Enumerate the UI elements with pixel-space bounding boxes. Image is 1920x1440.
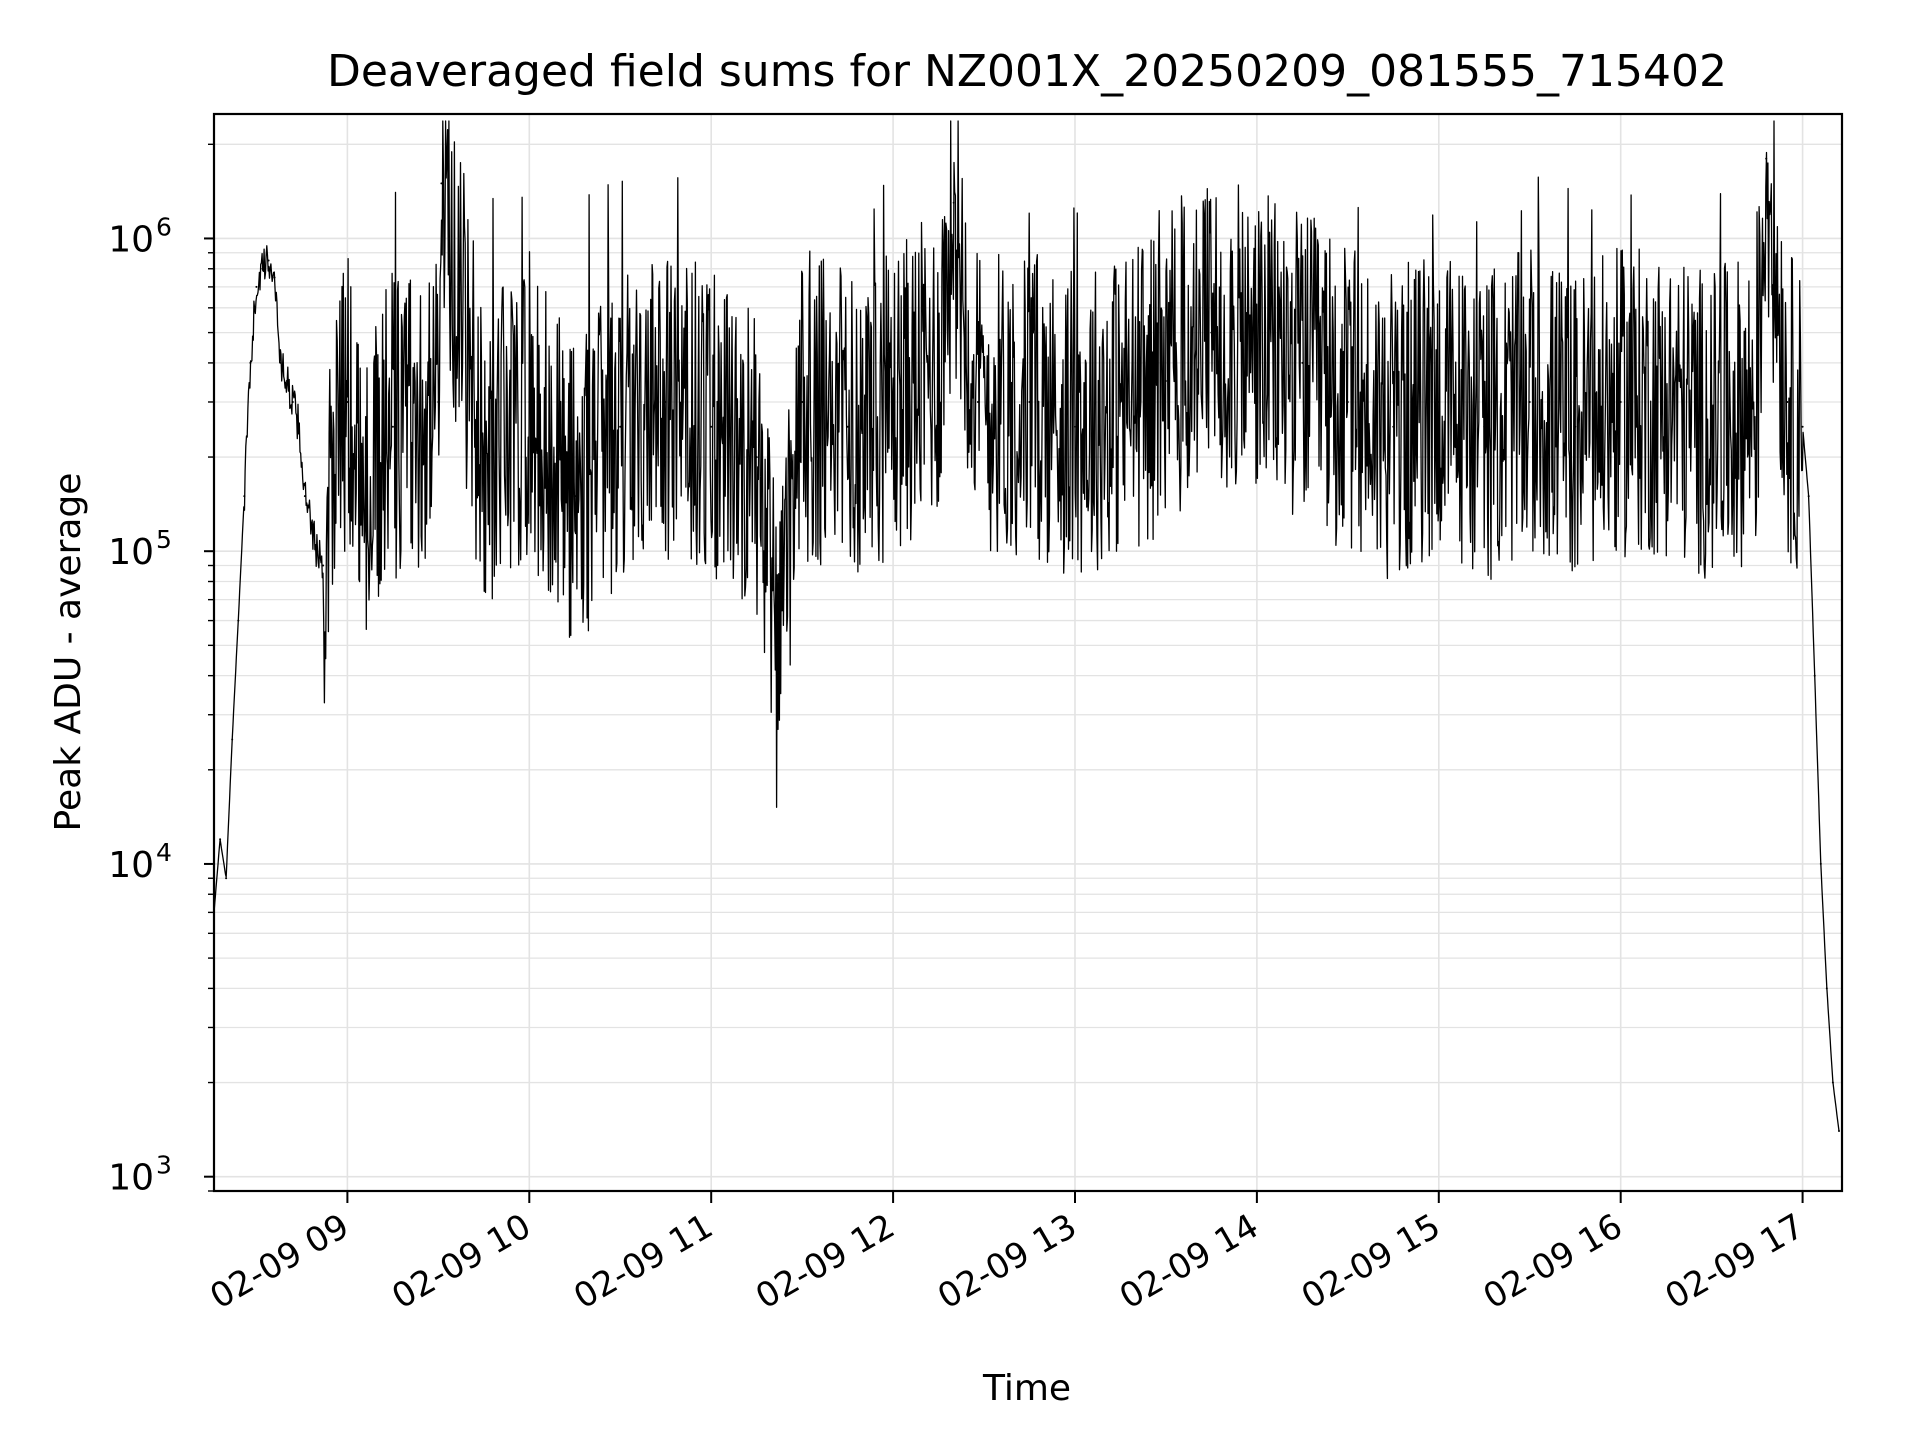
data-point: [255, 285, 258, 288]
data-point: [573, 495, 576, 498]
data-point: [1437, 401, 1440, 403]
data-point: [1807, 495, 1810, 498]
data-point: [776, 674, 779, 677]
data-point: [892, 401, 895, 403]
data-point: [528, 401, 531, 403]
data-point: [1392, 425, 1395, 428]
data-point: [664, 401, 667, 403]
data-point: [1210, 331, 1213, 334]
y-tick-exponent: 6: [156, 212, 172, 241]
data-point: [279, 361, 282, 364]
data-point: [1819, 862, 1822, 865]
data-point: [1825, 987, 1828, 990]
data-point: [1801, 425, 1804, 428]
data-point: [437, 401, 440, 403]
y-tick-label: 10: [108, 219, 154, 260]
data-point: [1528, 401, 1531, 403]
data-point: [1028, 401, 1031, 403]
series-line: [213, 120, 1840, 1132]
data-point: [1838, 1130, 1840, 1132]
data-point: [952, 201, 955, 204]
data-point: [440, 182, 443, 185]
data-point: [482, 456, 485, 459]
data-point: [316, 550, 319, 553]
data-point: [1483, 425, 1486, 428]
data-point: [1619, 401, 1622, 403]
data-point: [273, 276, 276, 279]
data-point: [1164, 380, 1167, 382]
data-point: [303, 495, 306, 498]
series-layer: [213, 120, 1840, 1132]
data-point: [361, 495, 364, 498]
data-point: [391, 425, 394, 428]
data-point: [310, 525, 312, 528]
data-point: [846, 425, 849, 428]
plot-frame: [212, 112, 1844, 1193]
data-point: [1574, 425, 1577, 428]
data-point: [231, 738, 234, 741]
data-point: [322, 564, 325, 567]
data-point: [285, 380, 288, 382]
data-point: [1831, 1081, 1834, 1084]
data-point: [1255, 345, 1258, 348]
y-axis-label: Peak ADU - average: [48, 473, 89, 832]
data-point: [243, 495, 246, 498]
data-point: [1074, 425, 1076, 428]
y-tick-exponent: 4: [156, 838, 172, 867]
y-tick-exponent: 3: [156, 1151, 172, 1180]
y-tick-label: 10: [108, 532, 154, 573]
data-point: [755, 456, 758, 459]
data-point: [225, 877, 228, 880]
data-point: [346, 401, 349, 403]
data-point: [1665, 401, 1668, 403]
data-point: [1786, 401, 1789, 403]
chart-title: Deaveraged field sums for NZ001X_2025020…: [327, 46, 1727, 97]
data-point: [1765, 157, 1768, 160]
data-point: [331, 456, 334, 459]
data-point: [267, 259, 270, 262]
y-tick-exponent: 5: [156, 525, 172, 554]
data-point: [1346, 401, 1349, 403]
data-point: [1710, 425, 1713, 428]
data-point: [1813, 674, 1816, 677]
data-point: [219, 838, 222, 841]
data-point: [619, 425, 622, 428]
data-point: [261, 267, 264, 270]
data-point: [1301, 361, 1304, 364]
data-point: [937, 361, 940, 364]
y-tick-label: 10: [108, 1158, 154, 1199]
data-point: [249, 361, 252, 364]
data-point: [297, 425, 300, 428]
data-point: [710, 425, 713, 428]
x-axis-label: Time: [982, 1368, 1071, 1409]
data-point: [977, 401, 979, 403]
y-tick-label: 10: [108, 845, 154, 886]
data-point: [1119, 401, 1122, 403]
data-point: [237, 619, 240, 622]
data-point: [801, 401, 804, 403]
data-point: [291, 401, 294, 403]
data-point: [1756, 401, 1759, 403]
